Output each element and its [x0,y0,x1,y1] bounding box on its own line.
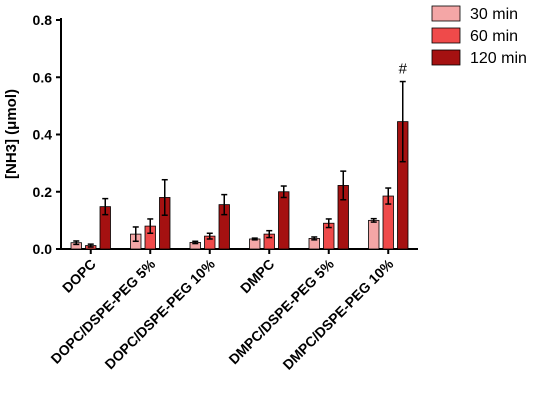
legend-swatch [431,5,461,22]
legend-label: 30 min [470,6,518,23]
bar [278,191,290,250]
x-tick-label: DOPC/DSPE-PEG 5% [47,255,158,366]
x-tick-label: DMPC [237,256,277,296]
y-tick-label: 0.8 [33,12,53,28]
significance-marker: # [399,61,408,78]
bars: # [70,61,409,250]
bar [368,219,380,250]
y-tick-label: 0.2 [33,184,53,200]
x-tick-label: DMPC/DSPE-PEG 5% [225,255,337,367]
x-tick-label: DMPC/DSPE-PEG 10% [279,255,396,372]
y-tick-label: 0.0 [33,241,53,257]
legend-label: 120 min [470,50,527,67]
y-tick-label: 0.4 [33,127,53,143]
y-axis-title: [NH3] (μmol) [3,89,20,179]
legend-label: 60 min [470,28,518,45]
legend-swatch [431,27,461,44]
x-tick-label: DOPC/DSPE-PEG 10% [101,255,218,372]
x-tick-label: DOPC [59,256,99,296]
legend: 30 min 60 min 120 min [431,5,527,67]
y-tick-label: 0.6 [33,69,53,85]
legend-swatch [431,49,461,66]
